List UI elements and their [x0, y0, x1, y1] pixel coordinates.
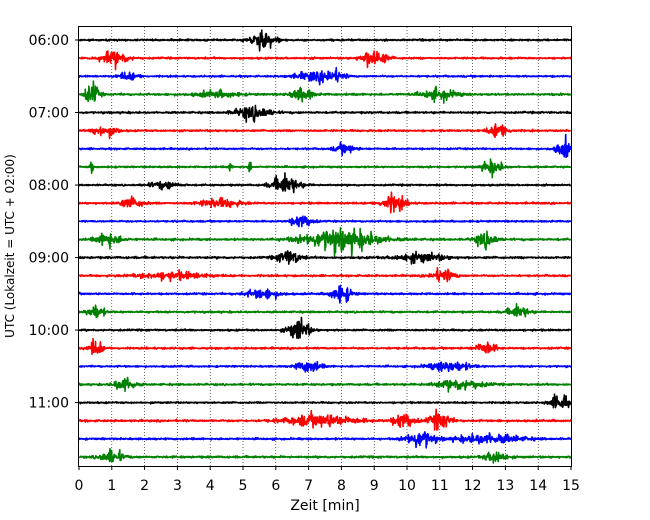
x-tick-label-15: 15 — [562, 478, 580, 494]
trace-0830 — [78, 215, 572, 228]
trace-0945 — [78, 302, 572, 319]
x-tick-label-14: 14 — [529, 478, 547, 494]
x-axis-label: Zeit [min] — [290, 498, 359, 514]
trace-group — [78, 29, 572, 464]
x-tick-label-1: 1 — [107, 478, 116, 494]
trace-1145 — [78, 447, 572, 464]
y-tick-label-5: 11:00 — [29, 396, 69, 412]
x-tick-label-13: 13 — [496, 478, 514, 494]
trace-0915 — [78, 267, 572, 283]
trace-1045 — [78, 376, 572, 393]
y-tick-label-0: 06:00 — [29, 33, 69, 49]
trace-0730 — [78, 133, 572, 159]
x-tick-label-2: 2 — [140, 478, 149, 494]
x-tick-label-6: 6 — [271, 478, 280, 494]
trace-0815 — [78, 191, 572, 214]
trace-0900 — [78, 250, 572, 265]
trace-1130 — [78, 431, 572, 449]
plot-frame — [78, 26, 572, 467]
trace-1100 — [78, 393, 572, 409]
y-tick-label-1: 07:00 — [29, 106, 69, 122]
trace-0745 — [78, 158, 572, 179]
y-axis-ticks: 06:00 07:00 08:00 09:00 10:00 11:00 — [29, 33, 79, 412]
trace-0700 — [78, 104, 572, 123]
trace-1030 — [78, 360, 572, 373]
trace-0600 — [78, 29, 572, 52]
x-tick-label-10: 10 — [398, 478, 416, 494]
x-tick-label-7: 7 — [304, 478, 313, 494]
trace-0645 — [78, 80, 572, 104]
x-tick-label-0: 0 — [75, 478, 84, 494]
trace-0715 — [78, 123, 572, 140]
trace-1115 — [78, 408, 572, 431]
trace-1015 — [78, 337, 572, 356]
x-tick-label-4: 4 — [206, 478, 215, 494]
trace-0845 — [78, 226, 572, 257]
trace-1000 — [78, 316, 572, 340]
y-tick-label-2: 08:00 — [29, 178, 69, 194]
x-tick-label-11: 11 — [431, 478, 449, 494]
x-axis-ticks: 0 1 2 3 4 5 6 7 8 9 10 11 12 13 14 15 — [75, 466, 580, 494]
y-tick-label-3: 09:00 — [29, 251, 69, 267]
y-tick-label-4: 10:00 — [29, 323, 69, 339]
trace-0615 — [78, 50, 572, 71]
y-axis-label: UTC (Lokalzeit = UTC + 02:00) — [3, 154, 17, 338]
trace-0800 — [78, 172, 572, 194]
x-tick-label-12: 12 — [464, 478, 482, 494]
x-tick-label-9: 9 — [370, 478, 379, 494]
x-tick-label-3: 3 — [173, 478, 182, 494]
trace-0930 — [78, 284, 572, 304]
x-tick-label-8: 8 — [337, 478, 346, 494]
trace-0630 — [78, 66, 572, 86]
x-tick-label-5: 5 — [239, 478, 248, 494]
